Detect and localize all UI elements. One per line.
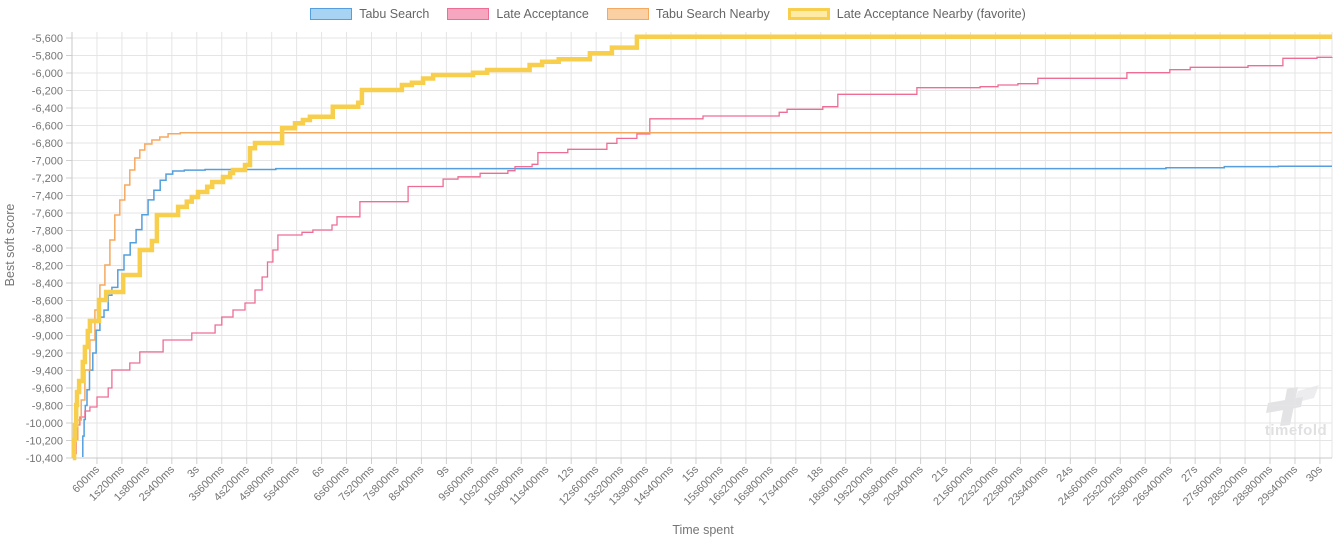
legend-item-late-acceptance[interactable]: Late Acceptance (447, 7, 589, 21)
series-line-tabu-search-nearby (72, 131, 1332, 455)
y-tick-label: -10,000 (26, 418, 63, 430)
y-tick-label: -5,800 (32, 51, 63, 63)
series-line-late-acceptance-nearby-favorite (71, 34, 1332, 461)
legend-item-tabu-search-nearby[interactable]: Tabu Search Nearby (606, 7, 770, 21)
chart-series (71, 34, 1333, 461)
y-tick-label: -7,600 (32, 208, 63, 220)
legend-item-late-acceptance-nearby-favorite[interactable]: Late Acceptance Nearby (favorite) (787, 7, 1026, 21)
y-tick-label: -8,400 (32, 278, 63, 290)
legend-label: Late Acceptance Nearby (favorite) (836, 7, 1026, 21)
y-tick-label: -10,200 (26, 436, 63, 448)
x-axis-title: Time spent (672, 523, 734, 537)
y-tick-label: -6,200 (32, 86, 63, 98)
timefold-watermark: timefold (1265, 385, 1327, 439)
y-tick-label: -8,200 (32, 261, 63, 273)
y-tick-label: -5,600 (32, 33, 63, 45)
x-tick-label: 21s (930, 463, 951, 484)
x-tick-label: 27s (1179, 463, 1200, 484)
y-axis-title: Best soft score (3, 204, 17, 287)
y-tick-label: -9,000 (32, 331, 63, 343)
chart-tick-labels: -5,600 -5,800 -6,000 -6,200 -6,400 -6,600 -6,8… (26, 33, 1326, 508)
legend-label: Late Acceptance (496, 7, 589, 21)
legend-swatch-late-acceptance (447, 8, 490, 20)
legend-swatch-tabu-search-nearby (606, 8, 649, 20)
y-tick-label: -9,200 (32, 348, 63, 360)
series-line-late-acceptance (74, 56, 1333, 455)
y-tick-label: -8,800 (32, 313, 63, 325)
x-tick-label: 3s (185, 463, 202, 480)
y-tick-label: -9,400 (32, 366, 63, 378)
y-tick-label: -10,400 (26, 453, 63, 465)
y-tick-label: -6,400 (32, 103, 63, 115)
legend-item-tabu-search[interactable]: Tabu Search (310, 7, 429, 21)
timefold-watermark-text: timefold (1265, 422, 1327, 439)
x-tick-label: 9s (435, 463, 452, 480)
legend-swatch-tabu-search (310, 8, 353, 20)
y-tick-label: -6,000 (32, 68, 63, 80)
y-tick-label: -7,800 (32, 226, 63, 238)
series-line-tabu-search (82, 165, 1332, 458)
y-tick-label: -6,800 (32, 138, 63, 150)
legend-swatch-late-acceptance-nearby-favorite (787, 8, 830, 20)
y-tick-label: -9,600 (32, 383, 63, 395)
legend-label: Tabu Search Nearby (655, 7, 770, 21)
x-tick-label: 12s (555, 463, 576, 484)
y-tick-label: -6,600 (32, 121, 63, 133)
chart-legend: Tabu Search Late Acceptance Tabu Search Ne… (0, 7, 1336, 21)
x-tick-label: 18s (805, 463, 826, 484)
y-tick-label: -7,200 (32, 173, 63, 185)
x-tick-label: 6s (310, 463, 327, 480)
y-tick-label: -8,600 (32, 296, 63, 308)
legend-label: Tabu Search (359, 7, 430, 21)
y-tick-label: -9,800 (32, 401, 63, 413)
y-tick-label: -8,000 (32, 243, 63, 255)
x-tick-label: 24s (1054, 463, 1075, 484)
chart-grid (66, 32, 1333, 464)
x-tick-label: 30s (1304, 463, 1325, 484)
y-tick-label: -7,400 (32, 191, 63, 203)
x-tick-label: 15s (680, 463, 701, 484)
y-tick-label: -7,000 (32, 156, 63, 168)
